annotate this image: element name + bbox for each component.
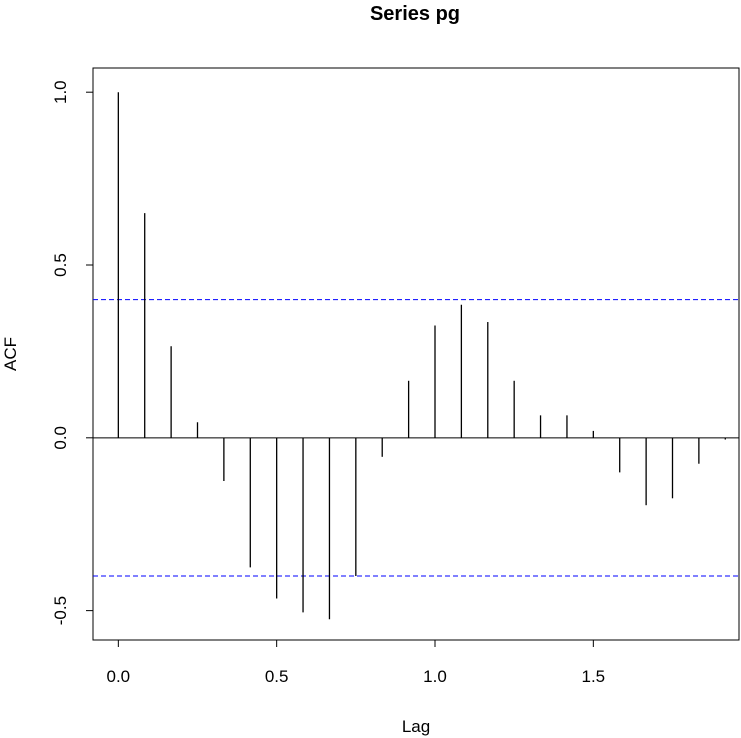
y-tick-label: -0.5	[51, 596, 70, 625]
chart-title: Series pg	[370, 3, 460, 25]
y-axis: -0.5 0.0 0.5 1.0	[51, 80, 94, 625]
y-tick-label: 0.0	[51, 426, 70, 450]
x-tick-label: 1.0	[423, 667, 447, 686]
x-tick-label: 0.0	[107, 667, 131, 686]
y-tick-label: 1.0	[51, 80, 70, 104]
y-tick-label: 0.5	[51, 253, 70, 277]
plot-frame	[92, 67, 740, 641]
acf-bars	[117, 92, 726, 620]
confidence-bounds	[93, 299, 739, 577]
x-tick-label: 1.5	[582, 667, 606, 686]
x-axis: 0.0 0.5 1.0 1.5	[107, 639, 606, 686]
x-axis-label: Lag	[402, 717, 430, 736]
y-axis-label: ACF	[1, 337, 20, 371]
x-tick-label: 0.5	[265, 667, 289, 686]
